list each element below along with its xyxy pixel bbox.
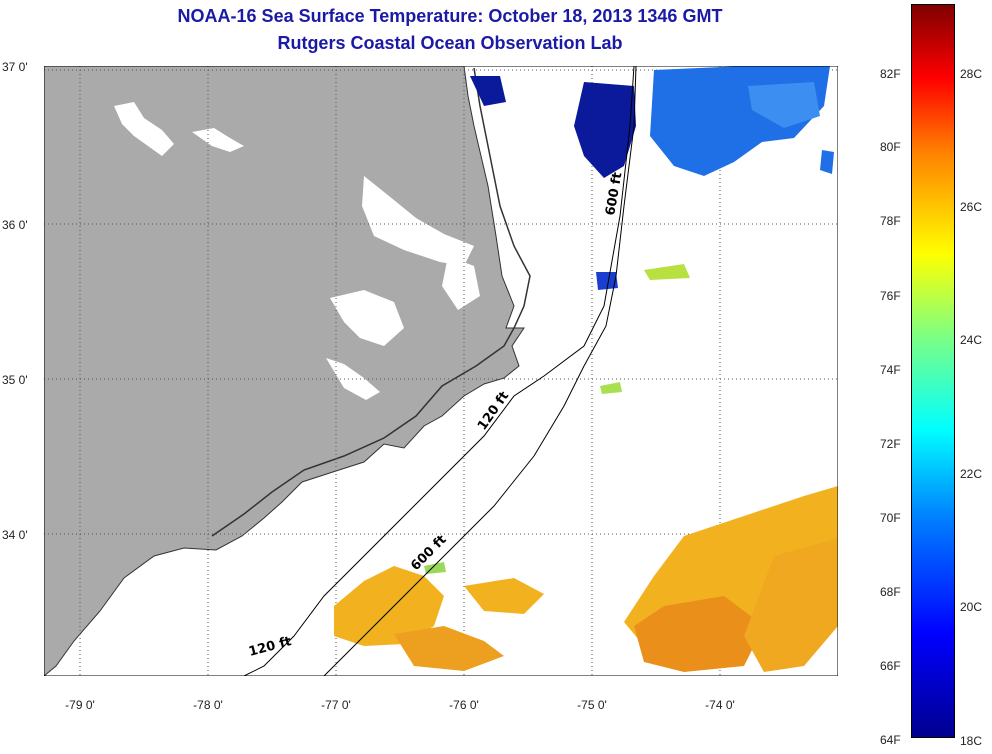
warm-sst-patch: [334, 264, 838, 672]
sst-map: 600 ft 120 ft 600 ft 120 ft: [44, 66, 838, 676]
lon-label-74: -74 0': [705, 698, 735, 712]
lon-label-77: -77 0': [321, 698, 351, 712]
temperature-colorbar: [911, 4, 955, 738]
isobath-label-600-north: 600 ft: [603, 171, 625, 216]
cb-label-28c: 28C: [960, 67, 983, 81]
cb-label-80f: 80F: [880, 140, 901, 154]
lat-label-34: 34 0': [2, 528, 28, 542]
lat-lon-grid: [44, 66, 838, 676]
cb-label-24c: 24C: [960, 333, 983, 347]
lon-label-75: -75 0': [577, 698, 607, 712]
cb-label-76f: 76F: [880, 289, 901, 303]
isobath-lines: [243, 66, 637, 676]
inland-water: [362, 176, 474, 266]
lon-label-76: -76 0': [449, 698, 479, 712]
cb-label-72f: 72F: [880, 437, 901, 451]
inland-water: [114, 102, 174, 156]
cb-label-22c: 22C: [960, 467, 983, 481]
inland-water: [326, 358, 380, 400]
lat-label-35: 35 0': [2, 373, 28, 387]
lat-label-36: 36 0': [2, 218, 28, 232]
lat-label-37: 37 0': [2, 60, 28, 74]
inland-water: [330, 290, 404, 346]
cb-label-74f: 74F: [880, 363, 901, 377]
cb-label-18c: 18C: [960, 734, 983, 748]
cb-label-78f: 78F: [880, 214, 901, 228]
map-subtitle: Rutgers Coastal Ocean Observation Lab: [277, 33, 623, 53]
inland-water: [442, 256, 480, 310]
inland-water: [192, 128, 244, 152]
barrier-island: [211, 67, 531, 537]
cb-label-70f: 70F: [880, 511, 901, 525]
cb-label-20c: 20C: [960, 600, 983, 614]
cb-label-66f: 66F: [880, 659, 901, 673]
cool-sst-patch: [470, 66, 834, 290]
map-title: NOAA-16 Sea Surface Temperature: October…: [177, 6, 723, 26]
lon-label-79: -79 0': [65, 698, 95, 712]
cb-label-26c: 26C: [960, 200, 983, 214]
lon-label-78: -78 0': [193, 698, 223, 712]
cb-label-82f: 82F: [880, 67, 901, 81]
cb-label-68f: 68F: [880, 585, 901, 599]
cb-label-64f: 64F: [880, 733, 901, 747]
